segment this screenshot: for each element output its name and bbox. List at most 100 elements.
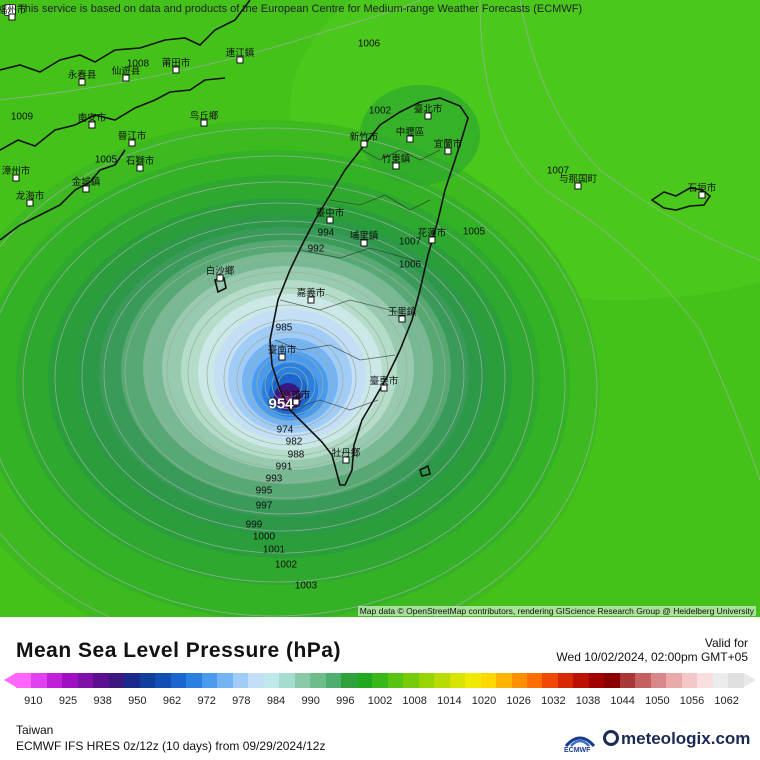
colorbar-min-arrow-icon: [4, 673, 16, 687]
city-marker: [406, 135, 414, 143]
colorbar-tick-label: 1002: [367, 695, 393, 707]
city-marker: [392, 162, 400, 170]
pressure-low-label: 954: [268, 395, 294, 413]
colorbar-swatch: [557, 673, 574, 688]
city-label: 埔里鎮: [349, 231, 379, 242]
isobar-label: 995: [255, 485, 273, 497]
isobar-label: 1002: [368, 105, 392, 117]
colorbar-swatch: [46, 673, 63, 688]
city-label: 中壢區: [395, 127, 425, 138]
colorbar-swatch: [279, 673, 295, 688]
city-marker: [360, 239, 368, 247]
city-marker: [424, 112, 432, 120]
colorbar-tick-label: 1056: [679, 695, 705, 707]
city-marker: [82, 185, 90, 193]
isobar-label: 1003: [294, 580, 318, 592]
city-label: 花蓮市: [417, 228, 447, 239]
colorbar-tick-label: 910: [24, 695, 43, 707]
colorbar-tick-label: 1038: [575, 695, 601, 707]
isobar-label: 1008: [126, 58, 150, 70]
colorbar-max-arrow-icon: [744, 673, 756, 687]
colorbar-swatch: [263, 673, 280, 688]
map-title: Mean Sea Level Pressure (hPa): [16, 639, 341, 662]
city-label: 南安市: [77, 113, 107, 124]
colorbar-swatch: [712, 673, 729, 688]
colorbar-tick-label: 978: [232, 695, 251, 707]
city-marker: [88, 121, 96, 129]
meteologix-icon: [603, 730, 619, 746]
city-marker: [216, 274, 224, 282]
isobar-label: 1006: [398, 259, 422, 271]
city-marker: [8, 13, 16, 21]
city-label: 鸟丘鄉: [189, 111, 219, 122]
city-label: 石垣市: [687, 183, 717, 194]
city-marker: [307, 296, 315, 304]
colorbar-tick-label: 962: [162, 695, 182, 707]
colorbar-swatch: [77, 673, 94, 688]
city-marker: [278, 353, 286, 361]
meteologix-logo[interactable]: meteologix.com: [603, 729, 750, 749]
isobar-label: 1005: [462, 226, 486, 238]
city-marker: [342, 456, 350, 464]
colorbar-swatch: [294, 673, 311, 688]
ecmwf-logo-text: ECMWF: [564, 747, 591, 754]
city-label: 新竹市: [349, 132, 379, 143]
city-marker: [398, 315, 406, 323]
colorbar-tick-label: 1044: [610, 695, 635, 707]
colorbar-swatch: [619, 673, 636, 688]
isobar-label: 1007: [546, 165, 570, 177]
colorbar-tick-label: 938: [93, 695, 112, 707]
weather-map[interactable]: i This service is based on data and produ…: [0, 0, 760, 617]
isobar-label: 1007: [398, 236, 422, 248]
city-label: 与那国町: [558, 174, 598, 185]
city-label: 宜蘭市: [433, 139, 463, 150]
colorbar-tick-label: 1032: [541, 695, 566, 707]
colorbar-swatch: [186, 673, 202, 688]
isobar-label: 993: [265, 473, 283, 485]
isobar-label: 974: [276, 424, 294, 436]
colorbar-tick-label: 1026: [506, 695, 531, 707]
colorbar-tick-label: 972: [197, 695, 216, 707]
map-attribution[interactable]: Map data © OpenStreetMap contributors, r…: [357, 606, 756, 616]
colorbar-swatch: [62, 673, 78, 688]
colorbar-swatch: [108, 673, 125, 688]
colorbar-swatch: [31, 673, 47, 688]
city-marker: [292, 398, 300, 406]
colorbar-tick-label: 1062: [714, 695, 739, 707]
isobar-label: 991: [275, 461, 293, 473]
colorbar-swatch: [465, 673, 481, 688]
city-label: 漳州市: [1, 166, 31, 177]
colorbar-tick-label: 996: [336, 695, 355, 707]
colorbar-swatch: [201, 673, 218, 688]
model-info: ECMWF IFS HRES 0z/12z (10 days) from 09/…: [16, 739, 326, 753]
colorbar-swatch: [372, 673, 388, 688]
city-label: 嘉義市: [296, 288, 326, 299]
city-marker: [444, 147, 452, 155]
colorbar-swatch: [480, 673, 497, 688]
isobar-label: 1001: [262, 544, 286, 556]
city-label: 晉江市: [117, 131, 147, 142]
city-label: 玉里鎮: [387, 307, 417, 318]
city-label: 臺中市: [315, 208, 345, 219]
city-label: 高雄市: [281, 390, 311, 401]
isobar-label: 1000: [252, 531, 276, 543]
city-label: 竹東鎮: [381, 154, 411, 165]
colorbar-tick-label: 1050: [645, 695, 670, 707]
colorbar-swatch: [511, 673, 527, 688]
isobar-label: 997: [255, 500, 273, 512]
colorbar-swatch: [728, 673, 744, 688]
isobar-label: 1005: [94, 154, 118, 166]
city-marker: [574, 182, 582, 190]
city-marker: [360, 140, 368, 148]
city-label: 龙海市: [15, 191, 45, 202]
colorbar-swatch: [170, 673, 187, 688]
coastline: [0, 0, 712, 486]
isobar-label: 982: [285, 436, 303, 448]
city-marker: [172, 66, 180, 74]
city-label: 永春县: [67, 70, 97, 81]
colorbar-tick-label: 990: [301, 695, 320, 707]
ecmwf-logo-icon[interactable]: [562, 728, 598, 758]
isobar-label: 988: [287, 449, 305, 461]
colorbar-swatch: [650, 673, 667, 688]
colorbar-swatch: [16, 673, 32, 688]
